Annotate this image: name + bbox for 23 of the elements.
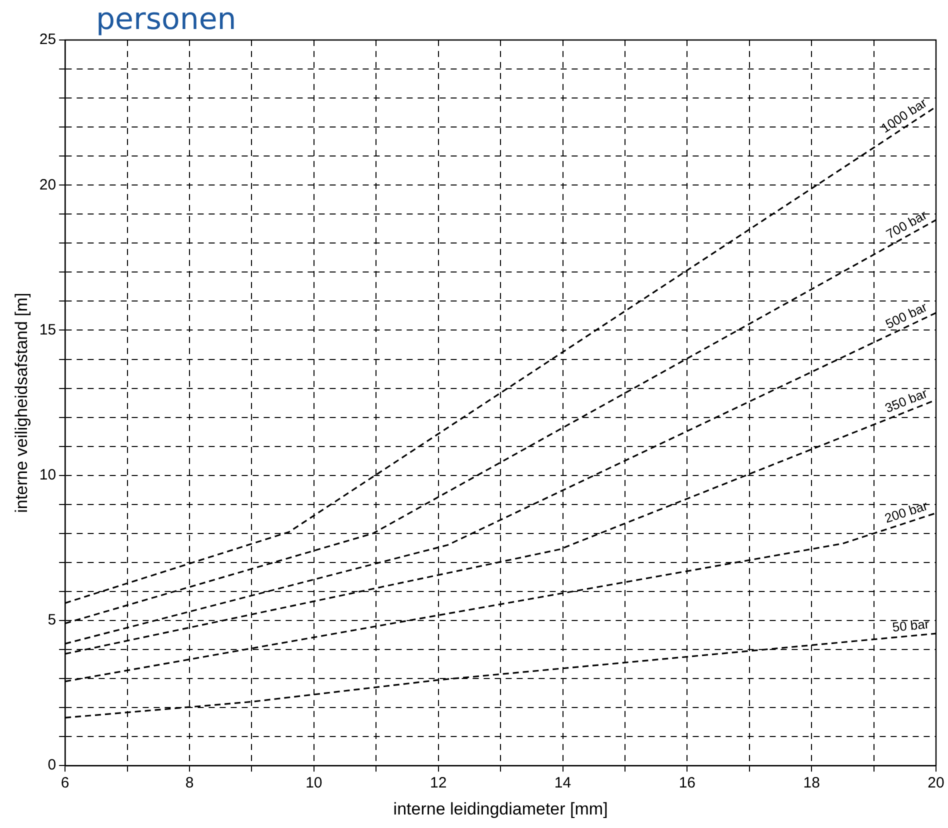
text: 350 bar: [882, 385, 930, 416]
x-tick-label: 8: [185, 774, 194, 792]
y-tick-label: 20: [39, 176, 56, 194]
y-tick-label: 5: [48, 612, 56, 629]
y-tick-label: 0: [48, 756, 56, 774]
y-tick-label: 25: [39, 31, 56, 48]
x-tick-label: 16: [678, 774, 696, 792]
x-tick-label: 18: [803, 774, 820, 792]
text: 200 bar: [882, 498, 930, 526]
chart-title: personen: [96, 2, 236, 37]
x-tick-label: 20: [928, 774, 944, 792]
y-tick-label: 15: [39, 321, 56, 338]
text: 50 bar: [892, 616, 930, 635]
text: 500 bar: [883, 298, 930, 332]
y-tick-label: 10: [39, 466, 56, 484]
x-tick-label: 10: [306, 774, 322, 792]
text: 700 bar: [884, 206, 930, 242]
x-axis-title: interne leidingdiameter [mm]: [393, 799, 608, 818]
x-tick-label: 14: [554, 774, 572, 792]
x-tick-label: 12: [430, 774, 447, 792]
y-axis-title: interne veiligheidsafstand [m]: [12, 292, 31, 513]
x-tick-label: 6: [60, 774, 70, 792]
text: 1000 bar: [878, 94, 930, 136]
